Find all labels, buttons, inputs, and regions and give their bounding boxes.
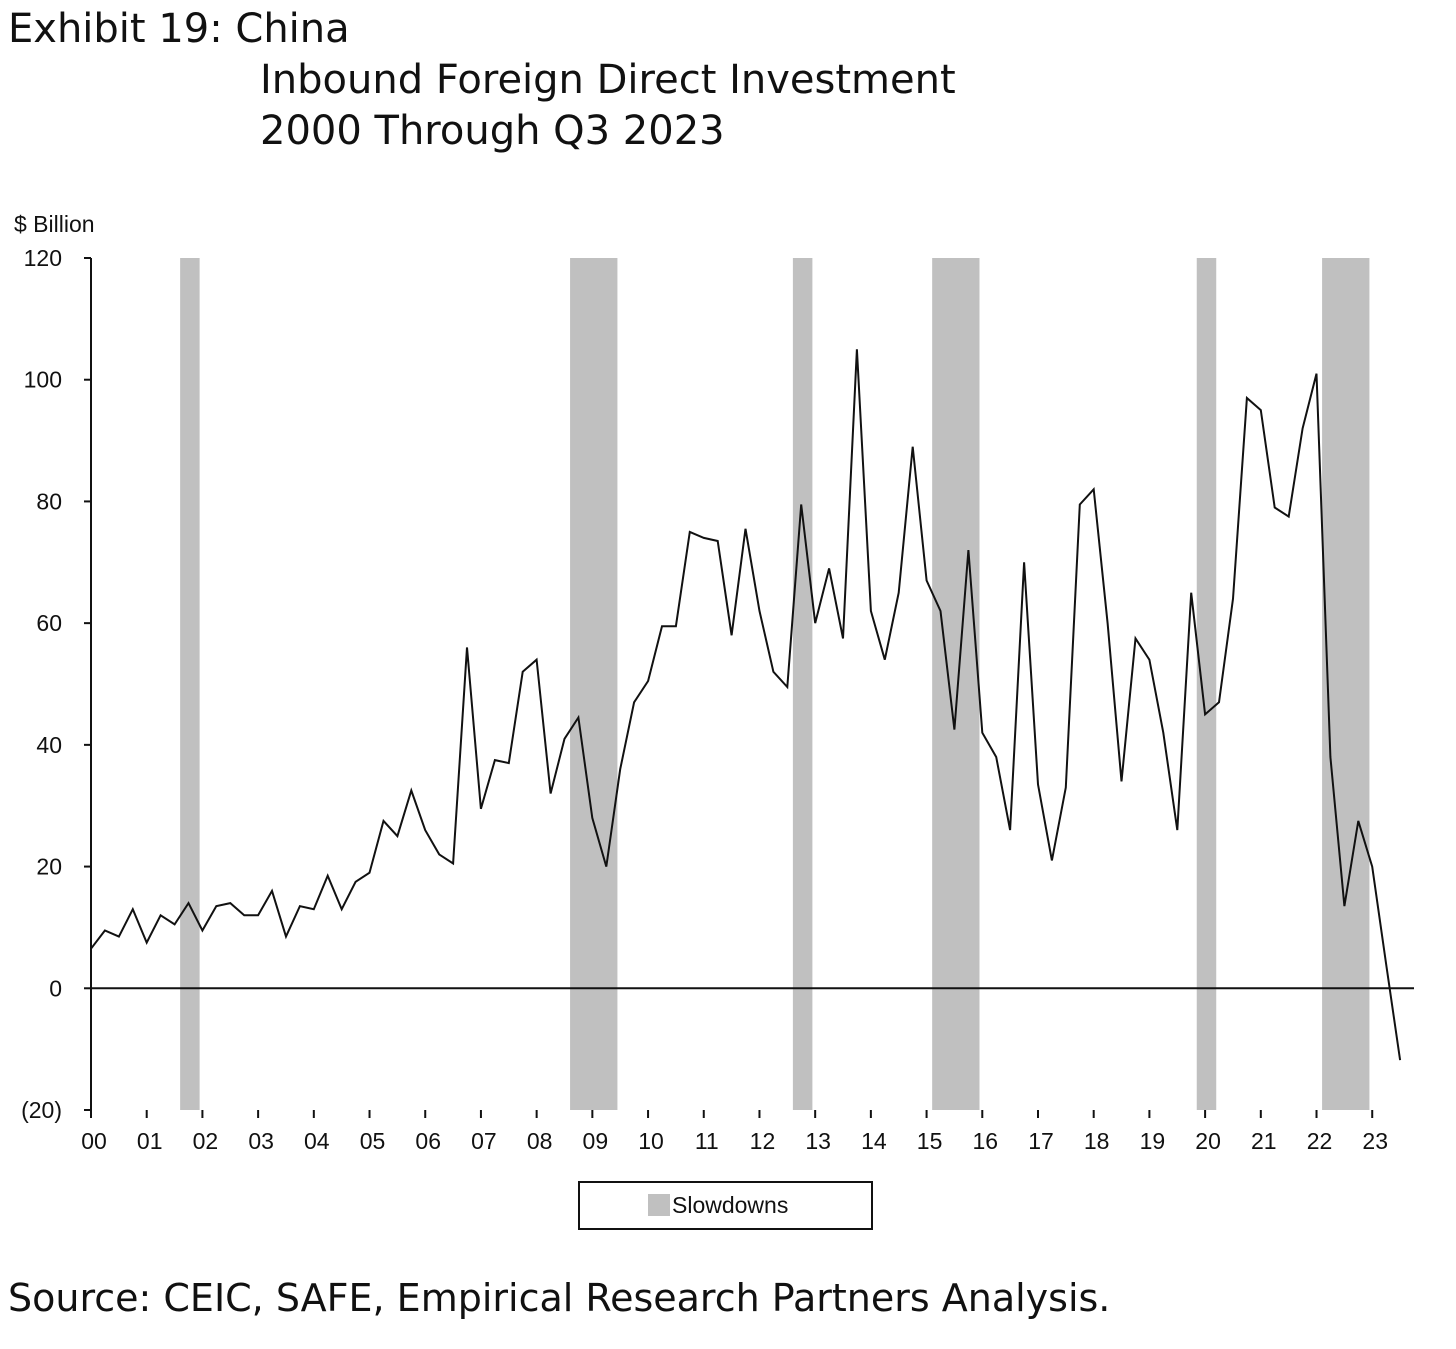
x-tick-label: 03 bbox=[248, 1128, 274, 1154]
x-tick-label: 21 bbox=[1251, 1128, 1277, 1154]
slowdown-band-3 bbox=[932, 258, 980, 1110]
x-tick-label: 22 bbox=[1307, 1128, 1333, 1154]
y-tick-label: 80 bbox=[36, 488, 62, 514]
legend: Slowdowns bbox=[578, 1181, 873, 1230]
x-tick-label: 10 bbox=[638, 1128, 664, 1154]
chart-subtitle-line1: Inbound Foreign Direct Investment bbox=[260, 57, 956, 103]
legend-box bbox=[578, 1181, 873, 1230]
y-tick-label: 0 bbox=[49, 975, 62, 1001]
y-tick-label: 120 bbox=[24, 245, 62, 271]
x-tick-label: 08 bbox=[527, 1128, 553, 1154]
chart-subtitle-line2: 2000 Through Q3 2023 bbox=[260, 108, 725, 154]
y-tick-label: 20 bbox=[36, 854, 62, 880]
slowdown-bands bbox=[180, 258, 1370, 1110]
x-tick-label: 19 bbox=[1140, 1128, 1166, 1154]
axes bbox=[90, 258, 1414, 1110]
source-note: Source: CEIC, SAFE, Empirical Research P… bbox=[8, 1276, 1111, 1320]
slowdown-band-1 bbox=[570, 258, 618, 1110]
exhibit-title: Exhibit 19: China bbox=[8, 6, 350, 52]
x-tick-label: 12 bbox=[750, 1128, 776, 1154]
series-line-0 bbox=[90, 349, 1402, 1061]
x-tick-label: 01 bbox=[137, 1128, 163, 1154]
x-tick-label: 23 bbox=[1362, 1128, 1388, 1154]
x-tick-label: 15 bbox=[917, 1128, 943, 1154]
legend-label-slowdowns: Slowdowns bbox=[672, 1192, 788, 1218]
chart-title: Exhibit 19: China Inbound Foreign Direct… bbox=[8, 4, 956, 157]
y-axis-label: $ Billion bbox=[14, 211, 95, 237]
slowdown-band-2 bbox=[792, 258, 813, 1110]
x-tick-label: 09 bbox=[583, 1128, 609, 1154]
x-tick-label: 07 bbox=[471, 1128, 497, 1154]
x-tick-label: 06 bbox=[415, 1128, 441, 1154]
x-tick-label: 05 bbox=[360, 1128, 386, 1154]
x-tick-label: 11 bbox=[695, 1128, 719, 1154]
x-tick-label: 13 bbox=[805, 1128, 831, 1154]
x-tick-label: 00 bbox=[81, 1128, 107, 1154]
y-tick-label: 60 bbox=[36, 610, 62, 636]
slowdown-band-5 bbox=[1322, 258, 1370, 1110]
slowdown-band-0 bbox=[180, 258, 200, 1110]
y-tick-label: 40 bbox=[36, 732, 62, 758]
x-tick-label: 04 bbox=[304, 1128, 330, 1154]
y-tick-label: 100 bbox=[24, 367, 62, 393]
y-tick-label: (20) bbox=[21, 1097, 62, 1123]
x-tick-label: 17 bbox=[1028, 1128, 1054, 1154]
legend-swatch-slowdowns bbox=[648, 1194, 670, 1216]
x-tick-label: 16 bbox=[972, 1128, 998, 1154]
x-axis-ticks: 00 01 02 03 04 05 06 07 08 09 10 11 12 13 14 15 16 17 18 19… bbox=[81, 1110, 1388, 1154]
fdi-line-chart: 120 100 80 60 40 20 0 (20) 00 01 02 03 04 05 06 07 08 09… bbox=[14, 211, 1414, 1230]
x-tick-label: 20 bbox=[1195, 1128, 1221, 1154]
series-lines bbox=[90, 349, 1402, 1061]
y-axis-ticks: 120 100 80 60 40 20 0 (20) bbox=[21, 245, 91, 1123]
x-tick-label: 02 bbox=[193, 1128, 219, 1154]
x-tick-label: 18 bbox=[1084, 1128, 1110, 1154]
slowdown-band-4 bbox=[1196, 258, 1217, 1110]
x-tick-label: 14 bbox=[861, 1128, 887, 1154]
